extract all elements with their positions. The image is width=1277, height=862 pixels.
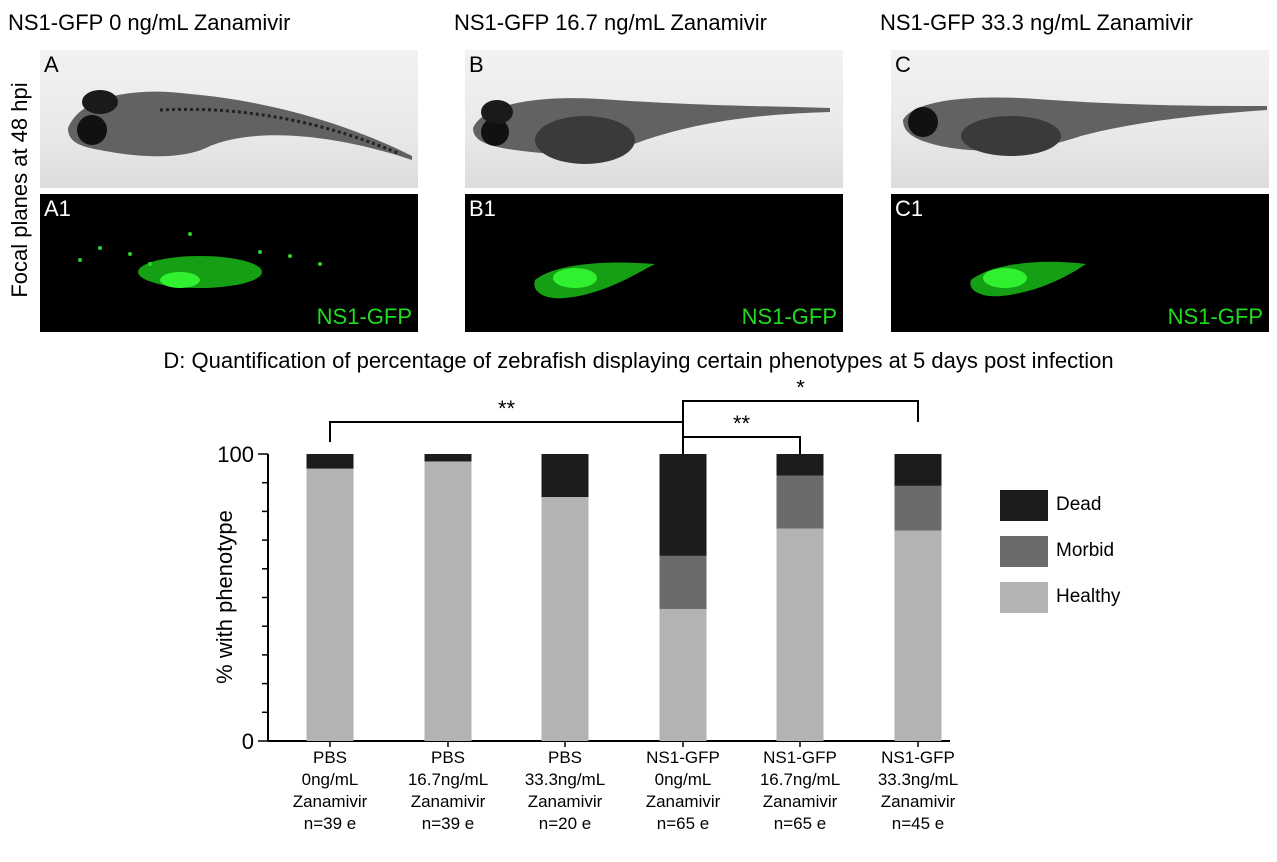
bar-morbid-4 [776, 475, 824, 529]
bar-dead-2 [541, 454, 589, 498]
panel-a-brightfield: A [40, 50, 418, 188]
y-tick-label-0: 0 [242, 729, 254, 754]
gfp-signal-a1 [78, 232, 322, 288]
x-category-line: Zanamivir [527, 792, 603, 811]
significance-label-1: ** [733, 411, 751, 436]
panel-label-b: B [469, 52, 484, 77]
legend-item-healthy: Healthy [1000, 582, 1170, 616]
larva-image-a [68, 90, 412, 160]
x-category-line: PBS [312, 748, 348, 767]
bar-dead-1 [424, 454, 472, 462]
bar-dead-0 [306, 454, 354, 469]
x-category-line: n=20 e [538, 814, 592, 833]
x-category-label-3: NS1-GFP 0ng/mL Zanamivir n=65 e [623, 747, 743, 835]
gfp-tag-c1: NS1-GFP [1167, 304, 1263, 329]
panel-label-c1: C1 [895, 196, 924, 221]
gfp-signal-c1 [970, 261, 1086, 297]
bar-morbid-3 [659, 555, 707, 609]
bar-dead-5 [894, 454, 942, 486]
significance-label-2: * [796, 380, 805, 400]
legend-swatch-dead [1000, 490, 1048, 521]
column-title-2: NS1-GFP 33.3 ng/mL Zanamivir [880, 10, 1194, 35]
panel-b-brightfield: B [465, 50, 843, 188]
x-category-line: NS1-GFP [763, 748, 837, 767]
legend-label-dead: Dead [1056, 494, 1102, 515]
x-category-line: NS1-GFP [646, 748, 720, 767]
x-category-label-5: NS1-GFP 33.3ng/mL Zanamivir n=45 e [858, 747, 978, 835]
x-category-label-4: NS1-GFP 16.7ng/mL Zanamivir n=65 e [740, 747, 860, 835]
panel-label-a: A [44, 52, 59, 77]
x-category-line: Zanamivir [292, 792, 368, 811]
panel-c1-fluorescence: C1 NS1-GFP [891, 194, 1269, 332]
x-category-label-2: PBS 33.3ng/mL Zanamivir n=20 e [505, 747, 625, 835]
legend-label-healthy: Healthy [1056, 586, 1121, 607]
x-category-label-0: PBS 0ng/mL Zanamivir n=39 e [270, 747, 390, 835]
panel-b1-fluorescence: B1 NS1-GFP [465, 194, 843, 332]
x-category-line: n=65 e [656, 814, 710, 833]
x-category-line: n=65 e [773, 814, 827, 833]
legend-swatch-morbid [1000, 536, 1048, 567]
x-category-line: Zanamivir [645, 792, 721, 811]
legend-swatch-healthy [1000, 582, 1048, 613]
significance-bracket-1 [682, 436, 801, 454]
bar-dead-4 [776, 454, 824, 476]
legend-item-morbid: Morbid [1000, 536, 1170, 570]
y-tick-label-100: 100 [217, 442, 254, 467]
x-category-line: n=45 e [891, 814, 945, 833]
x-category-line: n=39 e [421, 814, 475, 833]
column-title-0: NS1-GFP 0 ng/mL Zanamivir [8, 10, 291, 35]
x-category-line: 33.3ng/mL [877, 770, 959, 789]
panel-c-brightfield: C [891, 50, 1269, 188]
bar-dead-3 [659, 454, 707, 556]
x-category-line: PBS [430, 748, 466, 767]
x-category-line: n=39 e [303, 814, 357, 833]
gfp-tag-a1: NS1-GFP [316, 304, 412, 329]
legend-label-morbid: Morbid [1056, 540, 1115, 561]
panel-a1-fluorescence: A1 NS1-GFP [40, 194, 418, 332]
x-category-line: Zanamivir [880, 792, 956, 811]
panel-label-b1: B1 [469, 196, 496, 221]
y-axis-label: % with phenotype [212, 510, 237, 684]
bar-healthy-3 [659, 608, 707, 741]
panel-label-c: C [895, 52, 911, 77]
significance-label-0: ** [498, 396, 516, 421]
x-category-line: 33.3ng/mL [524, 770, 606, 789]
gfp-tag-b1: NS1-GFP [741, 304, 837, 329]
larva-image-b [473, 98, 830, 164]
bar-healthy-1 [424, 461, 472, 741]
x-category-line: 16.7ng/mL [759, 770, 841, 789]
larva-image-c [903, 97, 1267, 156]
x-category-line: PBS [547, 748, 583, 767]
bar-healthy-0 [306, 468, 354, 741]
significance-bracket-0 [329, 421, 684, 442]
gfp-signal-b1 [534, 262, 655, 299]
x-category-line: 16.7ng/mL [407, 770, 489, 789]
bar-healthy-2 [541, 497, 589, 741]
bar-morbid-5 [894, 485, 942, 531]
x-category-label-1: PBS 16.7ng/mL Zanamivir n=39 e [388, 747, 508, 835]
legend-item-dead: Dead [1000, 490, 1170, 524]
chart-title: D: Quantification of percentage of zebra… [163, 348, 1114, 373]
panel-label-a1: A1 [44, 196, 71, 221]
x-category-line: NS1-GFP [881, 748, 955, 767]
x-category-line: Zanamivir [762, 792, 838, 811]
bar-healthy-5 [894, 530, 942, 741]
x-category-line: 0ng/mL [654, 770, 712, 789]
bar-healthy-4 [776, 528, 824, 741]
row-label: Focal planes at 48 hpi [7, 82, 32, 298]
x-category-line: 0ng/mL [301, 770, 359, 789]
significance-bracket-2 [682, 400, 919, 422]
column-title-1: NS1-GFP 16.7 ng/mL Zanamivir [454, 10, 768, 35]
x-category-line: Zanamivir [410, 792, 486, 811]
